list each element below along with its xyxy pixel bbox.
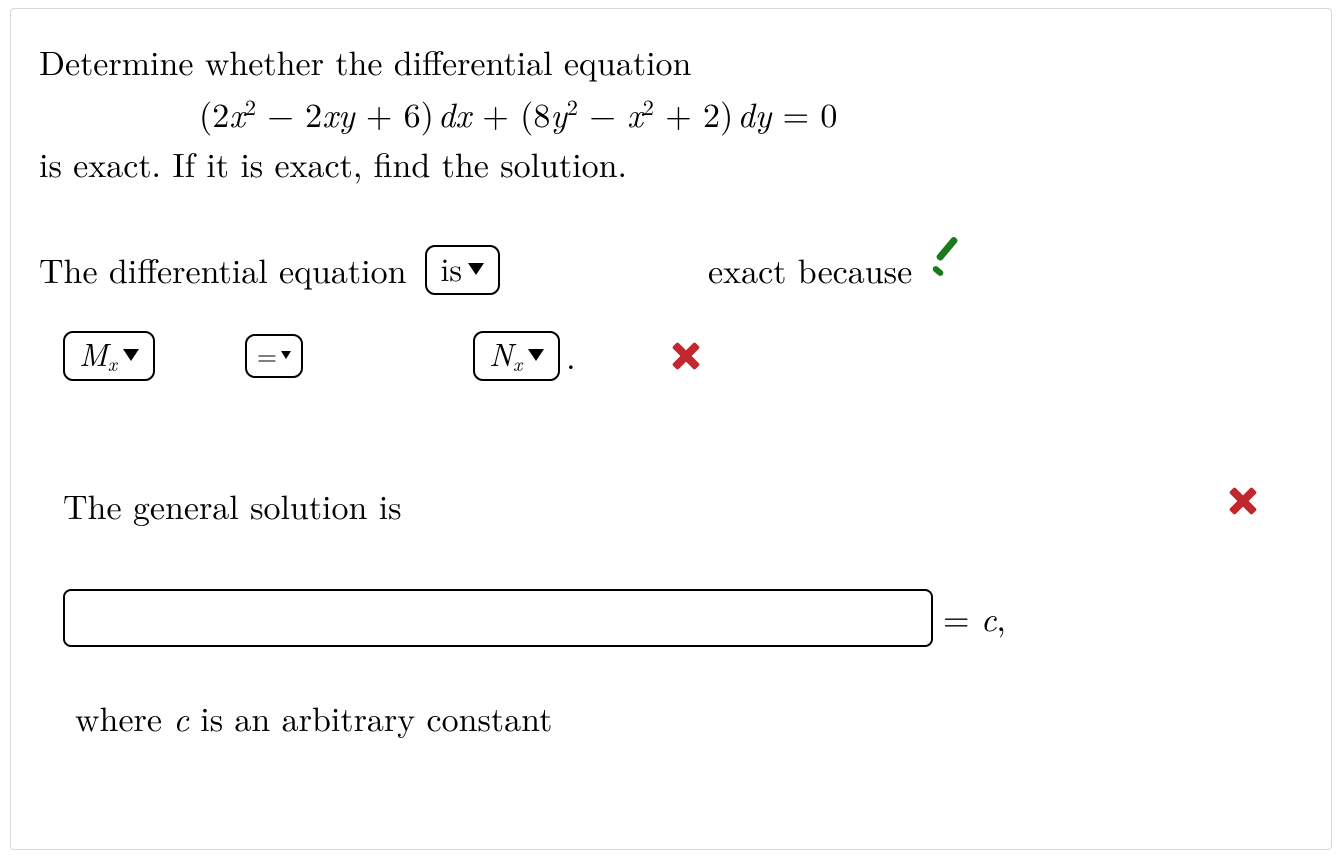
partial-n-dropdown[interactable]: Nx [473, 331, 560, 381]
cross-icon [1223, 481, 1263, 521]
check-icon [926, 250, 970, 290]
general-solution-row: The general solution is [39, 481, 1303, 531]
period: . [566, 333, 575, 379]
relation-value: = [257, 337, 277, 372]
solution-input[interactable] [63, 589, 933, 647]
exactness-tail-text: exact because [708, 247, 912, 293]
is-isnot-dropdown[interactable]: is [425, 245, 501, 295]
solution-input-row: = c, [39, 589, 1303, 647]
prompt-equation: (2x2 − 2xy + 6)dx + (8y2 − x2 + 2)dy = 0 [39, 91, 1303, 137]
partial-m-dropdown[interactable]: Mx [63, 331, 155, 381]
is-isnot-value: is [441, 247, 463, 290]
solution-footer: where c is an arbitrary constant [39, 695, 1303, 741]
chevron-down-icon [123, 349, 139, 361]
chevron-down-icon [528, 349, 544, 361]
solution-suffix: = c, [943, 595, 1006, 641]
question-panel: Determine whether the differential equat… [10, 8, 1332, 850]
partial-derivative-row: Mx = Nx . [39, 331, 1303, 381]
exactness-lead-text: The differential equation [39, 247, 407, 293]
partial-n-value: Nx [489, 332, 522, 377]
relation-dropdown[interactable]: = [245, 334, 303, 378]
prompt-line-1: Determine whether the differential equat… [39, 39, 1303, 85]
chevron-down-icon [281, 351, 291, 359]
answer-area: The differential equation is exact becau… [39, 245, 1303, 741]
prompt-line-2: is exact. If it is exact, find the solut… [39, 141, 1303, 187]
general-solution-label: The general solution is [63, 483, 402, 529]
partial-m-value: Mx [79, 332, 117, 377]
question-prompt: Determine whether the differential equat… [39, 39, 1303, 187]
chevron-down-icon [468, 263, 484, 275]
exactness-row: The differential equation is exact becau… [39, 245, 1303, 295]
cross-icon [666, 336, 706, 376]
